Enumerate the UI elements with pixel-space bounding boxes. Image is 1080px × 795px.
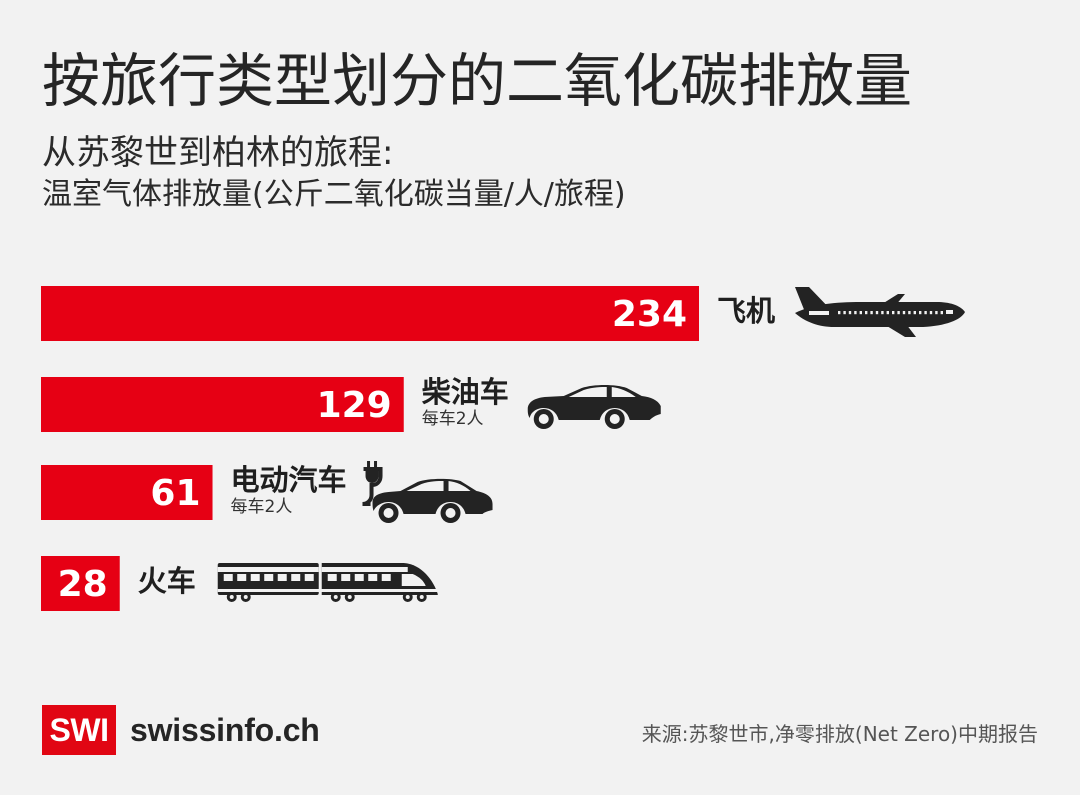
value-label-1: 234 bbox=[612, 294, 687, 335]
value-label-4: 28 bbox=[58, 564, 108, 605]
bar-2 bbox=[41, 377, 404, 432]
car-icon bbox=[527, 385, 661, 429]
subcategory-label-3: 每车2人 bbox=[231, 497, 293, 517]
swi-logo-box: SWI bbox=[42, 705, 116, 755]
source-note: 来源:苏黎世市,净零排放(Net Zero)中期报告 bbox=[641, 722, 1038, 746]
page-title: 按旅行类型划分的二氧化碳排放量 bbox=[42, 47, 913, 115]
chart-subtitle: 从苏黎世到柏林的旅程: bbox=[42, 133, 394, 173]
bar-3 bbox=[41, 465, 213, 520]
bar-1 bbox=[41, 286, 699, 341]
category-label-3: 电动汽车 bbox=[231, 463, 347, 497]
value-label-3: 61 bbox=[150, 473, 200, 514]
category-label-4: 火车 bbox=[138, 564, 196, 598]
train-icon bbox=[217, 563, 438, 602]
brand-logo: SWI swissinfo.ch bbox=[42, 705, 320, 755]
value-label-2: 129 bbox=[317, 385, 392, 426]
category-label-2: 柴油车 bbox=[422, 375, 509, 409]
unit-label: 温室气体排放量(公斤二氧化碳当量/人/旅程) bbox=[42, 177, 626, 212]
airplane-icon bbox=[795, 287, 965, 337]
electric-car-icon bbox=[362, 461, 493, 523]
bar-4 bbox=[41, 556, 120, 611]
swissinfo-logo-text: swissinfo.ch bbox=[130, 712, 320, 748]
subcategory-label-2: 每车2人 bbox=[422, 409, 484, 429]
category-label-1: 飞机 bbox=[717, 294, 775, 328]
